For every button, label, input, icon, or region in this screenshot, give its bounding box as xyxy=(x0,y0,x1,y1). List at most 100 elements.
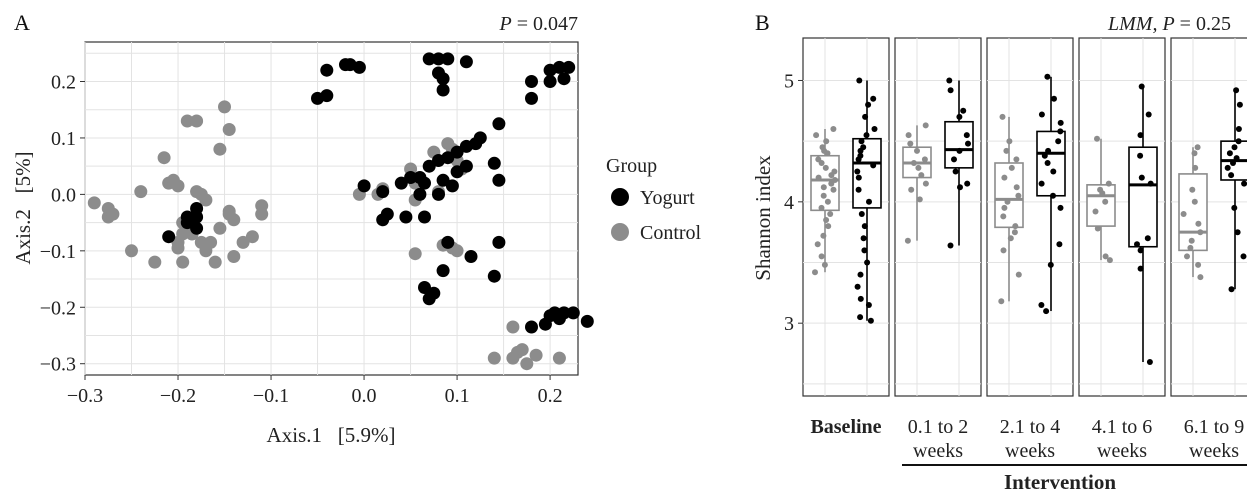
scatter-point-control xyxy=(171,241,185,255)
data-point-control xyxy=(1004,198,1011,205)
scatter-point-yogurt xyxy=(464,250,478,263)
facet-label-line1: 0.1 to 2 xyxy=(908,416,969,438)
data-point-control xyxy=(1094,225,1101,232)
data-point-control xyxy=(914,147,920,154)
scatter-point-yogurt xyxy=(418,210,431,224)
data-point-control xyxy=(827,211,834,217)
data-point-yogurt xyxy=(1231,204,1238,211)
panel-a-p-italic: P xyxy=(499,13,512,35)
data-point-control xyxy=(822,164,829,171)
data-point-yogurt xyxy=(870,95,877,102)
scatter-point-yogurt xyxy=(492,235,506,249)
scatter-point-yogurt xyxy=(190,202,204,215)
data-point-yogurt xyxy=(960,107,967,114)
data-point-yogurt xyxy=(865,101,872,108)
data-point-control xyxy=(1015,192,1022,199)
data-point-control xyxy=(907,140,914,147)
data-point-yogurt xyxy=(857,271,864,278)
data-point-yogurt xyxy=(963,132,970,139)
scatter-point-control xyxy=(176,227,190,241)
data-point-yogurt xyxy=(1144,235,1151,242)
data-point-control xyxy=(824,150,831,157)
scatter-point-control xyxy=(213,142,227,156)
panel-a-ticks: −0.3 −0.2 −0.1 0.0 0.1 0.2 −0.3 −0.2 −0.1 0.0 0.1 0… xyxy=(40,72,563,407)
data-point-control xyxy=(1197,274,1204,281)
facet-plot-area xyxy=(802,37,890,397)
scatter-point-control xyxy=(236,235,250,249)
data-point-yogurt xyxy=(870,162,877,169)
data-point-control xyxy=(813,132,820,139)
data-point-yogurt xyxy=(1057,119,1064,126)
data-point-yogurt xyxy=(855,156,862,163)
scatter-point-yogurt xyxy=(418,281,431,294)
data-point-yogurt xyxy=(1233,155,1240,162)
scatter-point-control xyxy=(106,207,120,221)
data-point-control xyxy=(823,217,830,223)
data-point-yogurt xyxy=(857,295,864,302)
scatter-point-control xyxy=(520,357,534,371)
scatter-point-control xyxy=(190,114,204,128)
data-point-control xyxy=(922,122,929,129)
box-yogurt xyxy=(1128,146,1158,248)
scatter-point-yogurt xyxy=(450,145,464,159)
scatter-point-control xyxy=(208,255,222,269)
data-point-control xyxy=(828,172,835,179)
data-point-yogurt xyxy=(867,317,874,324)
data-point-yogurt xyxy=(856,77,863,84)
data-point-yogurt xyxy=(1228,172,1235,179)
scatter-point-yogurt xyxy=(487,269,501,283)
data-point-control xyxy=(1106,257,1113,264)
scatter-point-control xyxy=(176,255,190,269)
scatter-point-control xyxy=(506,351,520,365)
y-tick-label: −0.2 xyxy=(40,297,76,319)
data-point-control xyxy=(1184,253,1190,260)
scatter-point-control xyxy=(222,123,236,136)
scatter-point-yogurt xyxy=(422,52,436,66)
facet-1: Baseline xyxy=(802,37,890,438)
scatter-point-control xyxy=(487,351,501,365)
scatter-point-yogurt xyxy=(404,171,418,184)
data-point-control xyxy=(1191,198,1198,205)
data-point-control xyxy=(1102,253,1109,260)
data-point-control xyxy=(998,298,1005,305)
scatter-point-control xyxy=(222,207,236,221)
data-point-control xyxy=(1195,261,1202,268)
data-point-control xyxy=(1102,198,1109,205)
data-point-control xyxy=(1094,135,1100,142)
data-point-control xyxy=(1000,213,1007,220)
data-point-yogurt xyxy=(855,174,862,181)
data-point-yogurt xyxy=(1038,302,1045,308)
panel-b-y-axis-label: Shannon index xyxy=(751,155,775,281)
scatter-point-control xyxy=(204,235,218,249)
data-point-control xyxy=(1008,164,1015,171)
scatter-point-control xyxy=(157,151,171,165)
facet-label-line1: Baseline xyxy=(810,416,881,438)
data-point-control xyxy=(908,186,915,193)
scatter-point-control xyxy=(245,230,259,244)
data-point-control xyxy=(905,132,912,139)
data-point-yogurt xyxy=(1050,168,1057,175)
scatter-point-yogurt xyxy=(441,52,455,66)
data-point-control xyxy=(921,156,928,163)
scatter-point-yogurt xyxy=(427,286,441,300)
data-point-yogurt xyxy=(946,77,953,84)
data-point-yogurt xyxy=(1137,152,1144,159)
scatter-point-yogurt xyxy=(473,131,487,145)
panel-a-p-value: P = 0.047 xyxy=(499,13,579,35)
data-point-yogurt xyxy=(858,211,865,217)
facet-label-line1: 6.1 to 9 xyxy=(1184,416,1245,438)
scatter-point-yogurt xyxy=(190,221,204,235)
data-point-control xyxy=(830,126,837,132)
scatter-point-control xyxy=(171,179,185,193)
data-point-control xyxy=(1007,235,1014,242)
data-point-yogurt xyxy=(1137,265,1144,272)
data-point-control xyxy=(918,172,925,179)
panel-a-y-axis-label: Axis.2 [5%] xyxy=(11,151,35,264)
x-tick-label: −0.3 xyxy=(67,385,103,407)
scatter-point-yogurt xyxy=(538,317,552,331)
data-point-yogurt xyxy=(956,113,963,120)
x-tick-label: −0.1 xyxy=(253,385,289,407)
y-tick-label: 0.0 xyxy=(51,184,76,206)
